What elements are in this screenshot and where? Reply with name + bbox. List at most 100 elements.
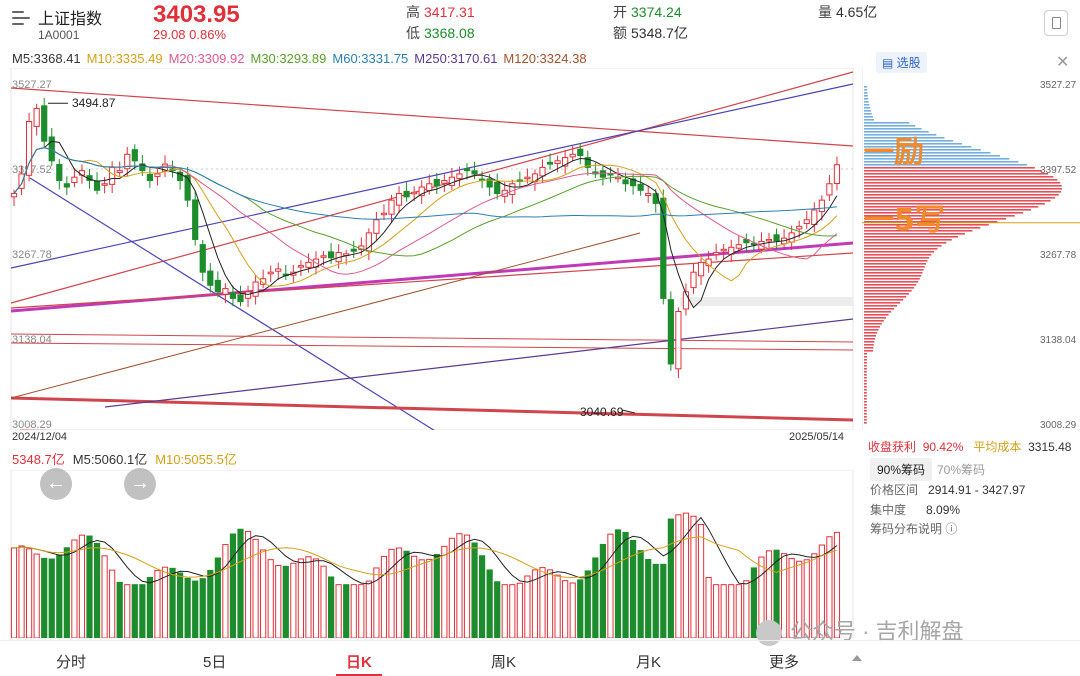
volume-bar [78,534,86,638]
volume-bar [652,563,659,638]
chip-bar [864,146,972,148]
chip-bar [864,389,867,391]
volume-chart[interactable] [0,470,862,638]
candle-body [433,178,440,187]
chip-bar [864,245,942,247]
trend-line [10,232,641,399]
index-code: 1A0001 [38,28,80,42]
moving-average-line [13,147,838,287]
candle-body [554,160,561,164]
volume-bar [735,584,742,638]
candle-body [826,183,833,196]
chip-bar [864,320,884,322]
candle-body [305,261,312,268]
candle-body [41,105,48,142]
tab-daily-k[interactable]: 日K [346,654,372,671]
volume-bar [426,558,433,638]
volume-bar [592,557,599,638]
chip-bar [864,407,867,409]
volume-bar [803,559,810,638]
candlestick-chart[interactable]: 3527.273397.523267.783138.043008.293494.… [0,68,862,430]
chip-bar [864,305,898,307]
candle-body [690,271,697,289]
close-icon[interactable]: ✕ [1056,54,1070,71]
chip-help-link[interactable]: 筹码分布说明 ⓘ [870,522,958,536]
chip-bar [864,362,867,364]
chip-bar [864,98,869,100]
ma-legend-item: M10:3335.49 [86,51,163,66]
volume-bar [524,575,531,638]
price-axis-label: 3008.29 [12,419,52,430]
chip-bar [864,176,1054,178]
candle-body [735,244,742,249]
chip-bar [864,263,926,265]
chip-bar [864,386,867,388]
candle-body [373,219,380,234]
candle-body [380,212,388,216]
candle-body [297,265,304,268]
candle-body [26,121,33,176]
chip-bar [864,197,1056,199]
candle-body [765,238,773,242]
volume-bar [282,565,289,638]
tab-90-chips[interactable]: 90%筹码 [870,458,933,481]
volume-bar [660,563,667,638]
volume-bar [765,550,773,638]
candle-body [645,193,652,196]
candle-body [260,278,267,285]
volume-bar [146,576,154,638]
volume-bar [229,533,237,638]
price-change: 29.08 0.86% [153,27,227,42]
candle-body [101,183,108,186]
chip-bar [864,242,947,244]
chip-bar [864,401,867,403]
volume-bar [199,578,206,638]
trend-line [10,333,854,343]
tab-monthly-k[interactable]: 月K [636,654,662,671]
volume-bar [388,548,395,638]
volume-bar [365,580,372,638]
chip-bar [864,275,922,277]
chip-bar [864,302,901,304]
tab-more[interactable]: 更多 [769,654,800,671]
candle-body [652,193,659,204]
chip-bar [864,377,867,379]
menu-icon[interactable] [12,11,32,27]
chip-bar [864,92,868,94]
chip-bar [864,86,867,88]
chip-bar [864,287,915,289]
chip-bar [864,101,869,103]
candle-body [320,255,327,258]
chip-bar [864,335,877,337]
collapse-icon[interactable] [852,655,862,661]
volume-bar [395,547,403,638]
tab-5day[interactable]: 5日 [203,654,227,671]
volume-bar [41,557,48,638]
candle-body [244,291,252,299]
volume-bar [773,549,780,638]
landscape-toggle-icon[interactable] [1044,10,1068,36]
volume-bar [358,584,365,638]
scroll-left-button[interactable]: ← [40,468,72,500]
candle-body [562,157,569,167]
candle-body [660,197,667,299]
candle-body [675,311,682,370]
chip-bar [864,329,879,331]
scroll-right-button[interactable]: → [124,468,156,500]
candle-body [109,166,116,185]
chip-bar [864,131,929,133]
stock-pick-button[interactable]: ▤ 选股 [876,52,927,73]
chip-bar [864,266,925,268]
volume-bar [305,556,312,638]
profit-ratio: 收盘获利 90.42% 平均成本 3315.48 [868,440,1072,454]
tab-70-chips[interactable]: 70%筹码 [937,463,986,477]
candle-body [471,170,478,175]
tab-weekly-k[interactable]: 周K [491,654,517,671]
volume-bar [33,553,40,638]
volume-bar [788,557,795,638]
volume-bar [637,550,644,638]
index-name: 上证指数 [38,11,103,28]
tab-intraday[interactable]: 分时 [56,654,87,671]
candle-body [667,299,674,365]
chip-bar [864,113,872,115]
